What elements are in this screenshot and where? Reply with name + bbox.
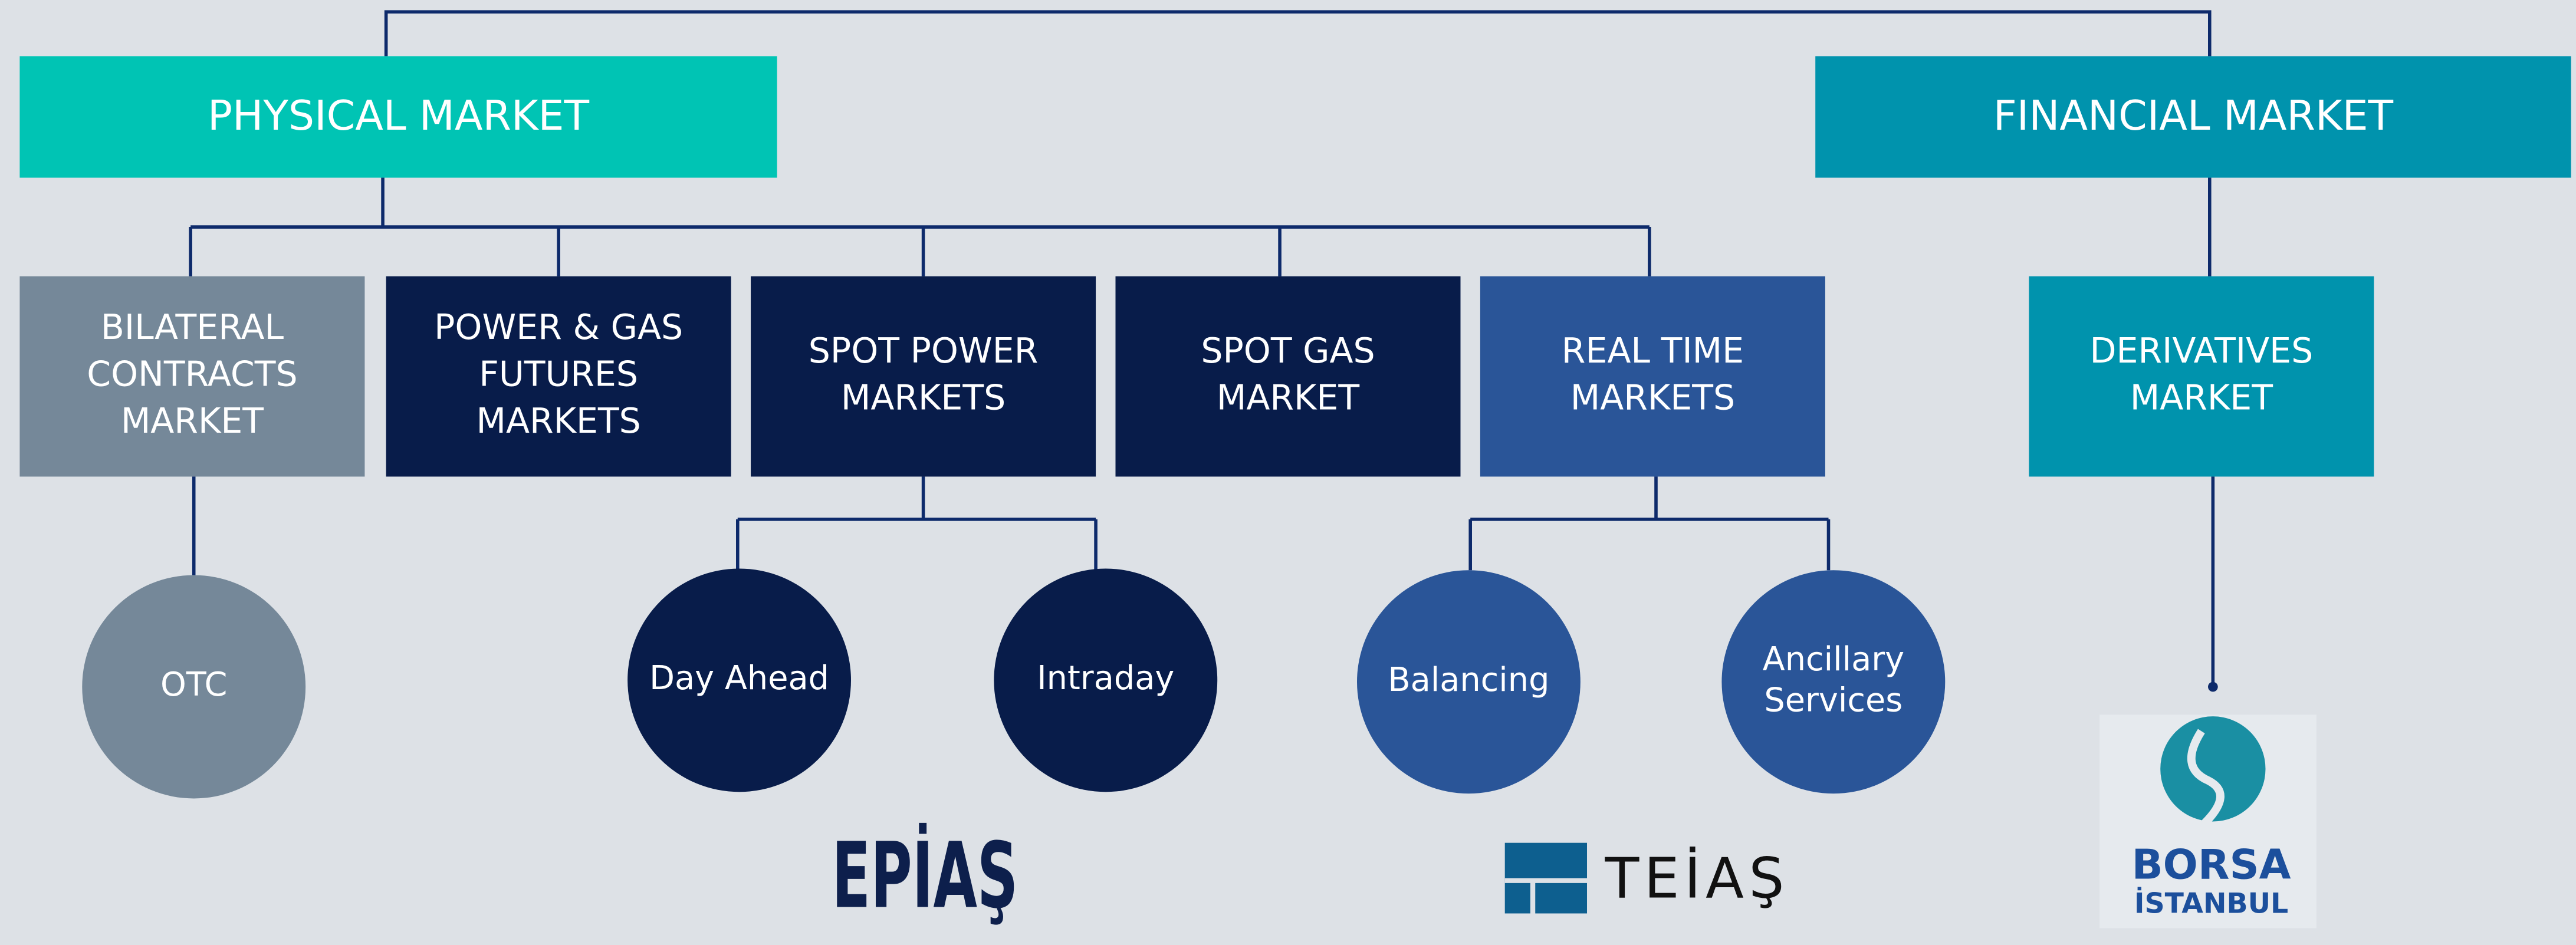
label: SPOT GAS [1201, 331, 1375, 371]
teias-logo-text: TEİAŞ [1604, 846, 1789, 911]
borsa-logo-emblem-line [2187, 729, 2225, 827]
borsa-logo-text: İSTANBUL [2134, 887, 2288, 920]
label: OTC [160, 666, 228, 704]
label: BILATERAL [101, 307, 284, 347]
label: DERIVATIVES [2089, 331, 2313, 371]
market-box [1115, 276, 1461, 477]
teias-logo-icon-lines [1504, 878, 1587, 914]
market-box [1480, 276, 1825, 477]
sub-market-circle [1721, 570, 1946, 794]
label: PHYSICAL MARKET [208, 92, 589, 140]
label: MARKETS [841, 377, 1006, 417]
connector [1468, 476, 1831, 571]
borsa-logo-text: BORSA [2132, 841, 2291, 888]
label: FUTURES [479, 354, 638, 394]
label: MARKETS [476, 401, 640, 441]
sub-market-circle [1357, 570, 1581, 794]
connector [736, 476, 1098, 571]
market-box [2029, 276, 2374, 477]
label: MARKET [121, 401, 264, 441]
market-box [386, 276, 731, 477]
market-box [19, 276, 365, 477]
connector [384, 10, 2212, 57]
teias-logo: TEİAŞ [1504, 842, 1789, 914]
borsa-logo-emblem [2160, 716, 2266, 822]
label: REAL TIME [1562, 331, 1744, 371]
borsa-logo: BORSA İSTANBUL [2099, 714, 2317, 928]
sub-market-circle [994, 568, 1218, 792]
label: FINANCIAL MARKET [1993, 92, 2394, 140]
connector [189, 177, 1651, 276]
label: CONTRACTS [87, 354, 297, 394]
top-market-box [1815, 56, 2571, 178]
sub-market-circle [627, 568, 851, 792]
sub-market-circle [82, 575, 306, 799]
label: Ancillary [1763, 640, 1904, 679]
top-market-box [19, 56, 777, 178]
connectors [189, 10, 2218, 692]
epias-logo: EPİAŞ [832, 823, 1018, 929]
label: Day Ahead [649, 659, 829, 697]
label: MARKET [2130, 377, 2273, 417]
label: SPOT POWER [809, 331, 1039, 371]
epias-logo-text: EPİAŞ [832, 823, 1018, 929]
label: MARKETS [1570, 377, 1735, 417]
market-box [751, 276, 1096, 477]
connector-dot [2208, 681, 2218, 692]
label: Intraday [1037, 659, 1174, 697]
label: POWER & GAS [434, 307, 683, 347]
label: Balancing [1388, 661, 1549, 699]
label: Services [1764, 681, 1903, 720]
label: MARKET [1217, 377, 1359, 417]
